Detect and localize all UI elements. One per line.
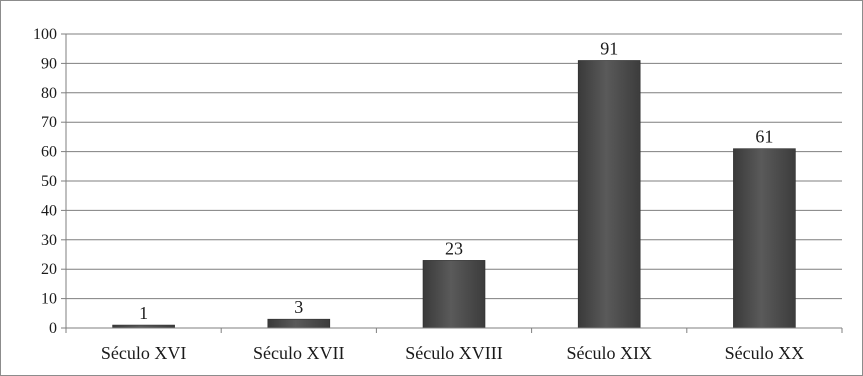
data-label: 61 (755, 127, 773, 147)
y-tick-label: 90 (41, 55, 57, 72)
x-axis-category-labels: Século XVI Século XVII Século XVIII Século … (101, 343, 804, 363)
axes (65, 34, 843, 333)
data-label: 3 (294, 297, 303, 317)
y-tick-label: 10 (41, 291, 57, 308)
data-labels: 1 3 23 91 61 (139, 38, 773, 323)
x-category-label: Século XIX (566, 343, 651, 363)
data-label: 1 (139, 303, 148, 323)
data-label: 91 (600, 38, 618, 58)
y-tick-label: 70 (41, 114, 57, 131)
y-tick-label: 0 (49, 320, 57, 337)
x-category-label: Século XX (725, 343, 805, 363)
y-tick-label: 30 (41, 232, 57, 249)
y-tick-label: 80 (41, 85, 57, 102)
bar-3 (422, 260, 486, 329)
y-tick-label: 40 (41, 202, 57, 219)
bar-4 (577, 60, 641, 329)
x-category-label: Século XVIII (405, 343, 502, 363)
bar-2 (267, 318, 331, 329)
y-tick-label: 60 (41, 144, 57, 161)
y-tick-label: 100 (33, 26, 57, 43)
x-category-label: Século XVI (101, 343, 186, 363)
data-label: 23 (445, 238, 463, 258)
bars (112, 60, 796, 329)
y-tick-label: 50 (41, 173, 57, 190)
bar-5 (733, 148, 796, 329)
y-axis-tick-labels: 0 10 20 30 40 50 60 70 80 90 100 (33, 26, 57, 337)
x-category-label: Século XVII (253, 343, 344, 363)
y-tick-label: 20 (41, 261, 57, 278)
